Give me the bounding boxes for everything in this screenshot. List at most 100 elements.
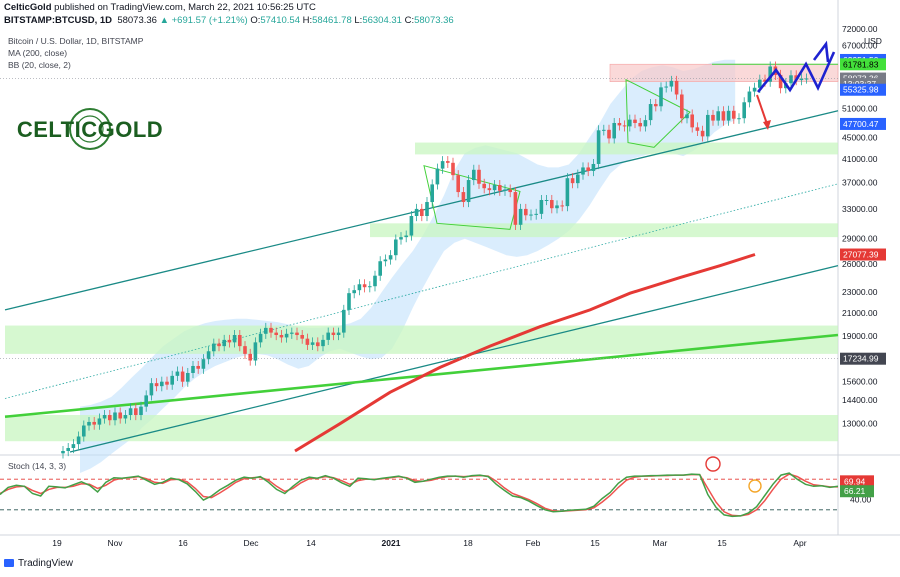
candle-body <box>420 208 424 217</box>
candle-body <box>222 339 226 347</box>
candle-body <box>279 335 284 338</box>
candle-body <box>134 408 138 416</box>
candle-body <box>123 415 128 419</box>
price-change: ▲ +691.57 (+1.21%) <box>159 15 248 26</box>
candle-body <box>352 290 356 294</box>
time-tick-label: 16 <box>178 538 188 548</box>
support-zone <box>415 142 838 155</box>
candle-body <box>274 332 278 336</box>
price-tag <box>840 58 886 71</box>
candle-body <box>664 86 668 88</box>
candle-body <box>654 104 658 107</box>
candle-body <box>180 371 185 382</box>
candle-body <box>737 118 741 120</box>
candle-body <box>513 192 518 225</box>
stoch-tag-label: 66.21 <box>844 486 866 496</box>
candle-body <box>399 237 403 240</box>
candle-body <box>451 162 455 176</box>
stoch-legend[interactable]: Stoch (14, 3, 3) <box>8 461 67 471</box>
candle-body <box>685 114 689 119</box>
price-tick-label: 14400.00 <box>842 395 878 405</box>
candle-body <box>498 185 502 191</box>
candle-body <box>581 167 585 175</box>
candle-body <box>113 412 117 421</box>
celticgold-logo: CELTICGOLD <box>17 108 163 150</box>
price-tick-label: 37000.00 <box>842 178 878 188</box>
candle-body <box>87 421 91 426</box>
candle-body <box>586 167 590 171</box>
candle-body <box>170 375 174 385</box>
candle-body <box>425 202 429 217</box>
candle-body <box>326 332 330 340</box>
candle-body <box>706 114 710 137</box>
logo-text: CELTICGOLD <box>17 117 163 142</box>
currency-label: USD <box>864 36 882 46</box>
candle-body <box>76 436 81 445</box>
candle-body <box>383 259 388 262</box>
price-tick-label: 67000.00 <box>842 41 878 51</box>
candle-body <box>388 255 393 260</box>
candle-body <box>550 199 554 209</box>
candle-body <box>503 189 507 191</box>
candle-body <box>690 114 694 128</box>
candle-body <box>638 122 642 127</box>
price-tick-label: 23000.00 <box>842 287 878 297</box>
candle-body <box>97 418 102 425</box>
stoch-d-line <box>0 473 838 517</box>
time-tick-label: Dec <box>243 538 259 548</box>
tradingview-footer[interactable]: TradingView <box>4 558 73 569</box>
candle-body <box>186 372 190 382</box>
candle-body <box>217 343 221 347</box>
candle-body <box>310 342 315 345</box>
candle-body <box>659 87 663 107</box>
candle-body <box>175 371 180 376</box>
candle-body <box>206 351 211 360</box>
time-tick-label: 15 <box>717 538 727 548</box>
candle-body <box>576 174 580 184</box>
bb-legend[interactable]: BB (20, close, 2) <box>8 60 71 70</box>
candle-body <box>378 261 382 276</box>
footer-label: TradingView <box>18 558 74 569</box>
candle-body <box>726 110 731 121</box>
candle-body <box>804 78 809 80</box>
publish-info: published on TradingView.com, March 22, … <box>54 2 316 13</box>
candle-body <box>680 94 684 119</box>
candle-body <box>633 119 637 123</box>
close-value: 58073.36 <box>414 15 454 26</box>
candle-body <box>778 74 783 89</box>
time-tick-label: Mar <box>653 538 668 548</box>
price-tick-label: 72000.00 <box>842 24 878 34</box>
candle-body <box>518 208 523 225</box>
candle-body <box>368 286 372 288</box>
price-tag <box>840 117 886 130</box>
candle-body <box>700 130 705 137</box>
candle-body <box>212 343 216 352</box>
support-zone <box>5 415 838 442</box>
candle-body <box>435 168 440 185</box>
low-value: 56304.31 <box>362 15 402 26</box>
candle-body <box>102 415 107 419</box>
time-tick-label: 19 <box>52 538 62 548</box>
price-tick-label: 15600.00 <box>842 377 878 387</box>
publisher-name[interactable]: CelticGold <box>4 2 52 13</box>
symbol-label[interactable]: BITSTAMP:BTCUSD, 1D <box>4 15 113 26</box>
candle-body <box>617 122 622 126</box>
candle-body <box>342 309 346 333</box>
publish-header: CelticGold published on TradingView.com,… <box>4 2 316 13</box>
candle-body <box>492 185 497 191</box>
candle-body <box>305 338 310 345</box>
candle-body <box>716 111 720 121</box>
support-zone <box>370 223 838 238</box>
time-tick-label: 18 <box>463 538 473 548</box>
candle-body <box>347 293 351 310</box>
candle-body <box>248 353 252 361</box>
ma-legend[interactable]: MA (200, close) <box>8 48 68 58</box>
candle-body <box>487 188 492 191</box>
chart-title[interactable]: Bitcoin / U.S. Dollar, 1D, BITSTAMP <box>8 36 144 46</box>
candle-body <box>357 284 362 291</box>
price-tick-label: 45000.00 <box>842 132 878 142</box>
stoch-tick-label: 40.00 <box>850 495 872 505</box>
candle-body <box>253 342 258 361</box>
time-tick-label: Feb <box>526 538 541 548</box>
